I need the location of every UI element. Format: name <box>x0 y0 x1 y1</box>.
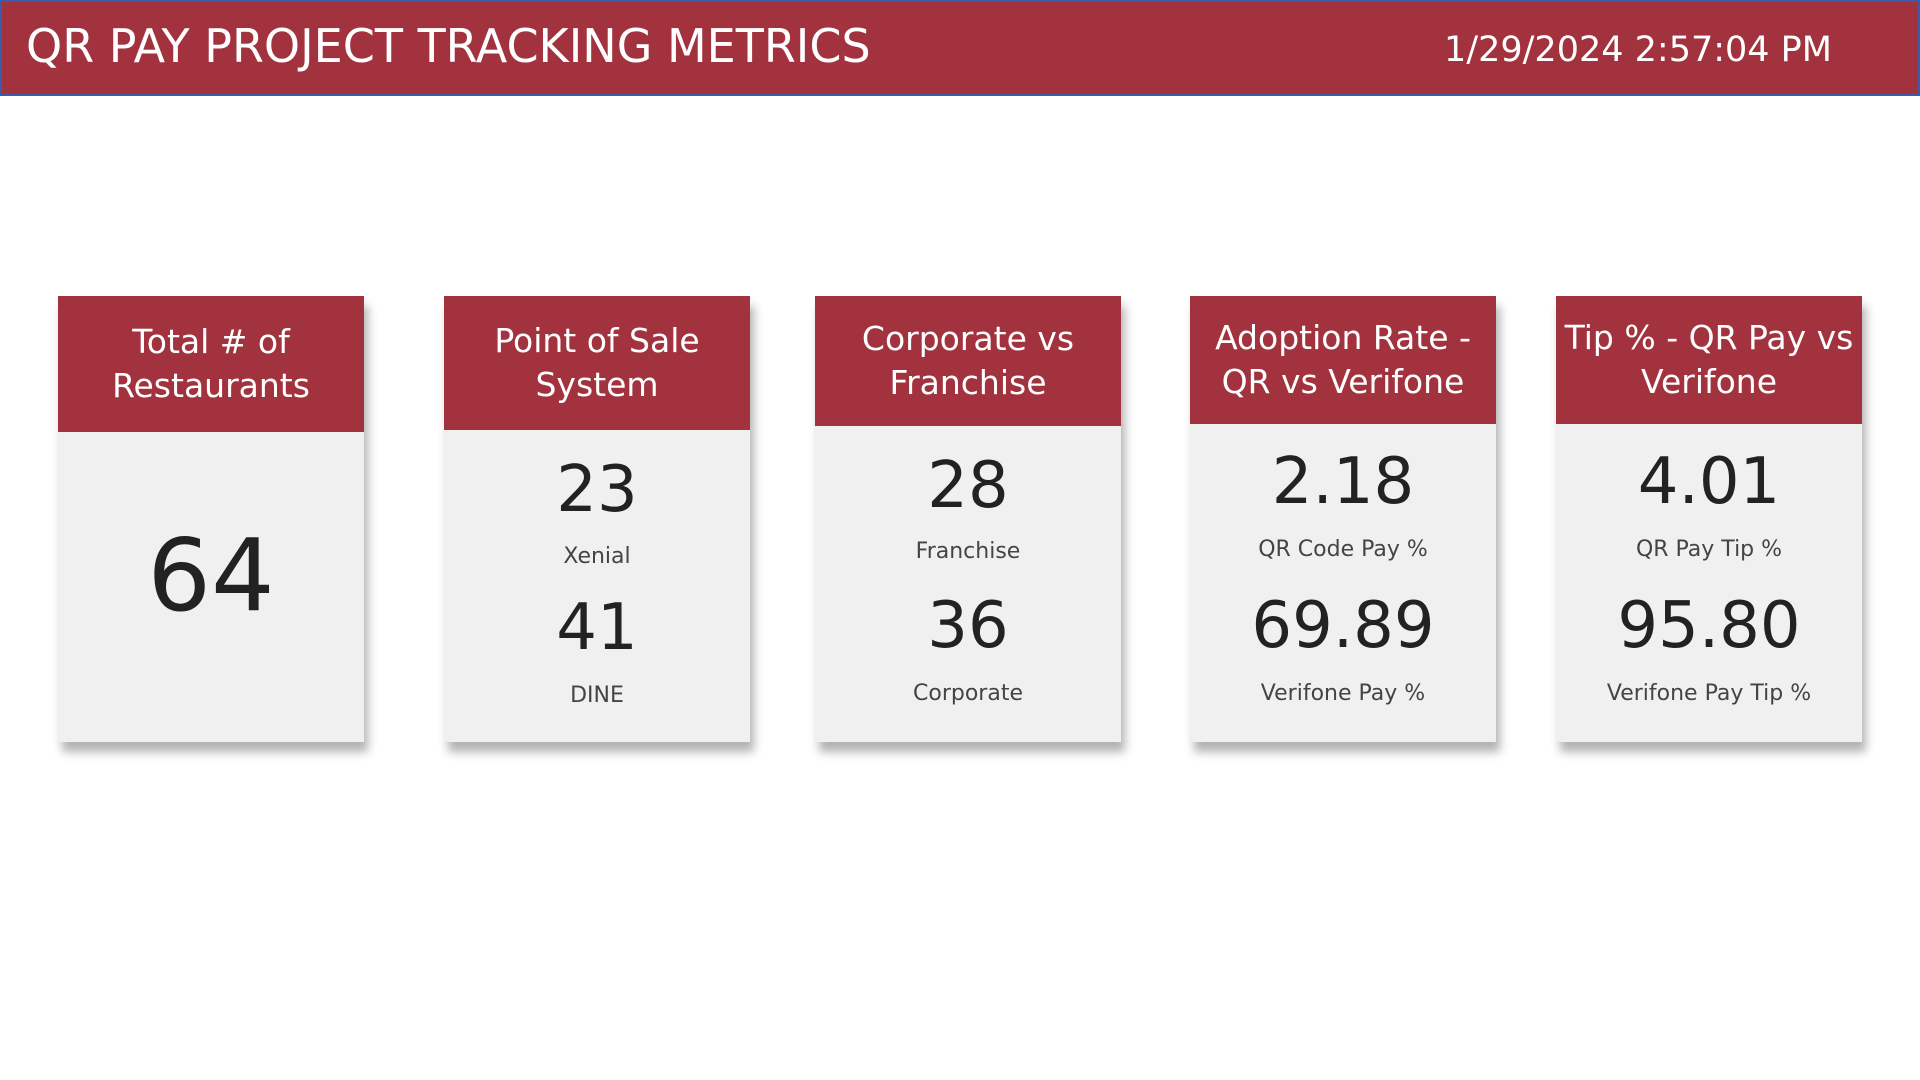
dine-label: DINE <box>570 683 624 708</box>
card-title-line: QR vs Verifone <box>1221 362 1465 401</box>
adoption-rate-card[interactable]: Adoption Rate - QR vs Verifone 2.18 QR C… <box>1190 296 1496 742</box>
card-title-line: Adoption Rate - <box>1215 318 1471 357</box>
corporate-franchise-card[interactable]: Corporate vs Franchise 28 Franchise 36 C… <box>815 296 1121 742</box>
card-title-line: Corporate vs <box>861 319 1075 358</box>
card-title: Corporate vs Franchise <box>815 296 1121 426</box>
card-title-line: Verifone <box>1640 362 1778 401</box>
corporate-label: Corporate <box>913 681 1023 706</box>
qr-pay-tip-percent: 4.01 <box>1637 445 1781 519</box>
verifone-pay-tip-percent: 95.80 <box>1617 589 1801 663</box>
qr-code-pay-percent: 2.18 <box>1271 445 1415 519</box>
franchise-count: 28 <box>927 449 1009 523</box>
report-header: QR PAY PROJECT TRACKING METRICS 1/29/202… <box>0 0 1920 96</box>
card-title: Point of Sale System <box>444 296 750 430</box>
point-of-sale-card[interactable]: Point of Sale System 23 Xenial 41 DINE <box>444 296 750 742</box>
xenial-count: 23 <box>556 453 638 527</box>
card-title-line: Total # of <box>132 322 290 361</box>
total-restaurants-value: 64 <box>147 517 275 634</box>
card-title-line: Tip % - QR Pay vs <box>1564 318 1854 357</box>
card-title: Tip % - QR Pay vs Verifone <box>1556 296 1862 424</box>
card-title-line: System <box>535 365 659 404</box>
card-title: Adoption Rate - QR vs Verifone <box>1190 296 1496 424</box>
card-title: Total # of Restaurants <box>58 296 364 432</box>
verifone-pay-label: Verifone Pay % <box>1260 681 1426 706</box>
dine-count: 41 <box>556 591 638 665</box>
franchise-label: Franchise <box>915 539 1021 564</box>
card-title-line: Restaurants <box>112 366 310 405</box>
qr-pay-tip-label: QR Pay Tip % <box>1635 537 1783 562</box>
total-restaurants-card[interactable]: Total # of Restaurants 64 <box>58 296 364 742</box>
report-datetime: 1/29/2024 2:57:04 PM <box>1444 30 1832 70</box>
xenial-label: Xenial <box>563 544 631 569</box>
tip-percent-card[interactable]: Tip % - QR Pay vs Verifone 4.01 QR Pay T… <box>1556 296 1862 742</box>
verifone-pay-tip-label: Verifone Pay Tip % <box>1606 681 1812 706</box>
qr-code-pay-label: QR Code Pay % <box>1258 537 1428 562</box>
report-title: QR PAY PROJECT TRACKING METRICS <box>26 19 871 73</box>
verifone-pay-percent: 69.89 <box>1251 589 1435 663</box>
corporate-count: 36 <box>927 589 1009 663</box>
card-title-line: Point of Sale <box>494 321 700 360</box>
card-title-line: Franchise <box>889 363 1047 402</box>
